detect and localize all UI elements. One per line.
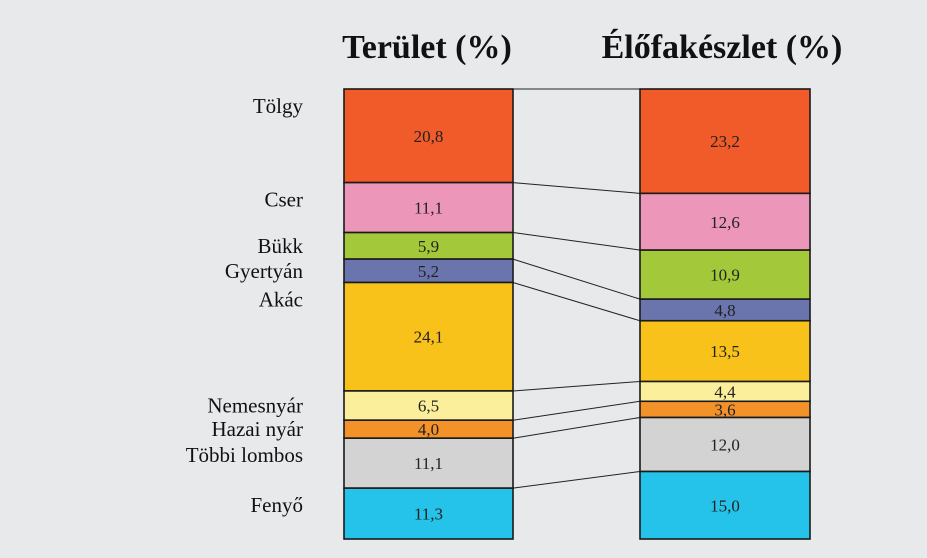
category-label: Tölgy <box>253 94 304 118</box>
bar-segment <box>343 437 514 489</box>
category-label: Akác <box>259 288 303 312</box>
connector-line <box>512 381 641 392</box>
data-label: 13,5 <box>710 342 740 361</box>
connector-line <box>512 232 641 251</box>
connector-line <box>512 182 641 194</box>
data-label: 3,6 <box>714 400 735 419</box>
category-label: Cser <box>265 188 304 212</box>
data-label: 23,2 <box>710 132 740 151</box>
data-label: 11,1 <box>414 199 443 218</box>
data-label: 5,2 <box>418 262 439 281</box>
data-label: 24,1 <box>414 328 444 347</box>
bar-segment <box>639 249 811 300</box>
data-label: 12,6 <box>710 213 740 232</box>
data-label: 5,9 <box>418 237 439 256</box>
stacked-bars: 20,8 11,1 5,9 5,2 24,1 6,5 4,0 11,1 11,3 23,2 12,6… <box>343 88 811 540</box>
bar-segment <box>343 390 514 422</box>
data-label: 4,8 <box>714 301 735 320</box>
connector-line <box>512 417 641 439</box>
bar-segment <box>639 470 811 540</box>
category-label: Hazai nyár <box>211 417 303 441</box>
data-label: 11,3 <box>414 505 443 524</box>
connector-line <box>512 258 641 300</box>
data-label: 4,4 <box>714 382 736 401</box>
connector-line <box>512 282 641 322</box>
bar-segment <box>639 416 811 473</box>
category-label: Bükk <box>257 234 303 258</box>
connector-lines <box>512 88 641 489</box>
bar-segment <box>343 181 514 234</box>
category-label: Gyertyán <box>225 259 304 283</box>
column-titles: Terület (%) Élőfakészlet (%) <box>342 29 842 66</box>
column-title: Élőfakészlet (%) <box>602 29 843 66</box>
connector-line <box>512 471 641 489</box>
data-label: 4,0 <box>418 420 439 439</box>
connector-line <box>512 400 641 421</box>
data-label: 20,8 <box>414 127 444 146</box>
column-title: Terület (%) <box>342 29 512 66</box>
data-label: 11,1 <box>414 454 443 473</box>
bar-segment <box>639 88 811 195</box>
bar-segment <box>343 281 514 392</box>
category-label: Többi lombos <box>186 443 303 467</box>
category-label: Nemesnyár <box>207 394 303 418</box>
data-label: 12,0 <box>710 436 740 455</box>
data-label: 6,5 <box>418 397 439 416</box>
bar-segment <box>343 487 514 540</box>
data-label: 15,0 <box>710 496 740 515</box>
data-label: 10,9 <box>710 266 740 285</box>
category-label: Fenyő <box>251 493 304 517</box>
